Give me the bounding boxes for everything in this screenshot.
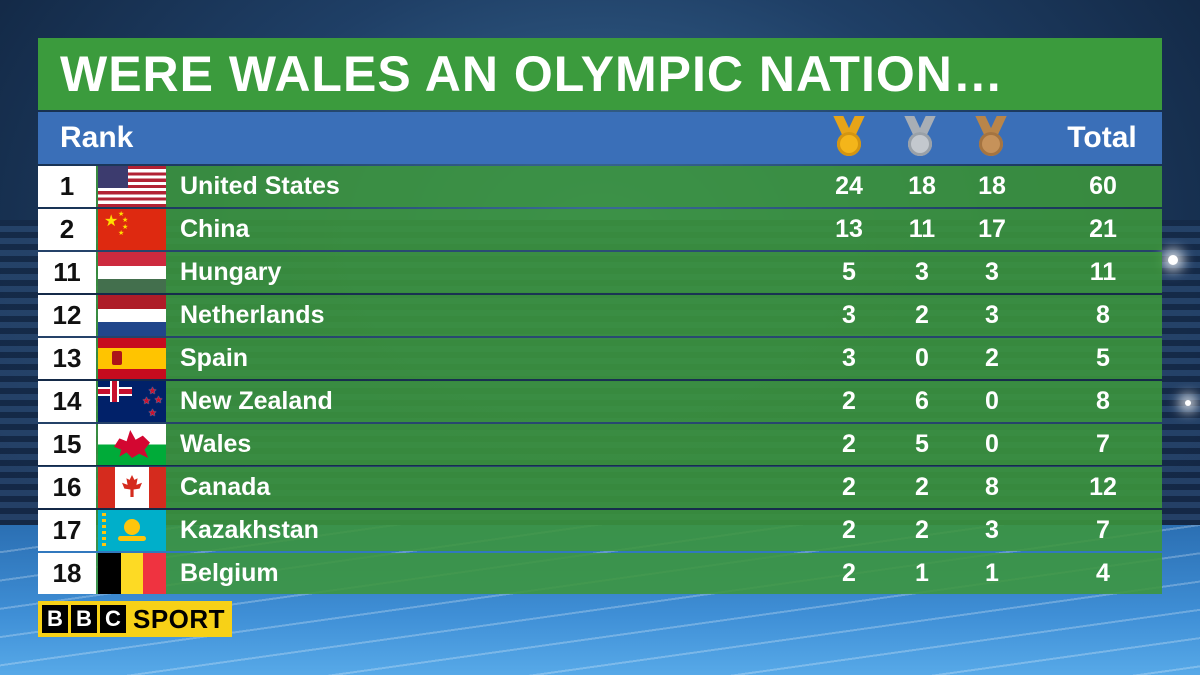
country-name: United States (180, 172, 340, 200)
floodlight (1185, 400, 1191, 406)
table-header: Rank Total (38, 112, 1162, 164)
table-row: 11 Hungary 5 3 3 11 (38, 252, 1162, 293)
silver-count: 5 (915, 430, 929, 458)
table-row: 16 Canada 2 2 8 12 (38, 467, 1162, 508)
silver-medal-icon (905, 116, 935, 162)
silver-count: 2 (915, 473, 929, 501)
bronze-count: 3 (985, 516, 999, 544)
new-zealand-flag-icon: ★ ★ ★ ★ (98, 381, 166, 422)
silver-count: 18 (908, 172, 936, 200)
gold-count: 3 (842, 344, 856, 372)
silver-count: 3 (915, 258, 929, 286)
rank-cell: 17 (38, 510, 96, 551)
bronze-count: 0 (985, 430, 999, 458)
country-name: Hungary (180, 258, 282, 286)
rank-cell: 2 (38, 209, 96, 250)
page-title: WERE WALES AN OLYMPIC NATION… (38, 38, 1162, 110)
total-column-header: Total (1067, 121, 1137, 154)
table-row: 17 Kazakhstan 2 2 3 7 (38, 510, 1162, 551)
total-count: 7 (1096, 430, 1110, 458)
gold-medal-icon (834, 116, 864, 162)
rank-cell: 16 (38, 467, 96, 508)
rank-cell: 15 (38, 424, 96, 465)
gold-count: 2 (842, 559, 856, 587)
total-count: 12 (1089, 473, 1117, 501)
total-count: 5 (1096, 344, 1110, 372)
gold-count: 2 (842, 387, 856, 415)
total-count: 4 (1096, 559, 1110, 587)
country-name: Kazakhstan (180, 516, 319, 544)
country-name: Belgium (180, 559, 279, 587)
rank-cell: 1 (38, 166, 96, 207)
total-count: 8 (1096, 387, 1110, 415)
spain-flag-icon (98, 338, 166, 379)
silver-count: 11 (908, 215, 936, 243)
rank-cell: 14 (38, 381, 96, 422)
kazakhstan-flag-icon (98, 510, 166, 551)
china-flag-icon: ★ ★ ★ ★ ★ (98, 209, 166, 250)
medal-table-body: 1 United States 24 18 18 60 2 ★ ★ ★ ★ ★ … (38, 166, 1162, 594)
us-flag-icon (98, 166, 166, 207)
total-count: 60 (1089, 172, 1117, 200)
bronze-count: 3 (985, 258, 999, 286)
gold-count: 2 (842, 430, 856, 458)
total-count: 8 (1096, 301, 1110, 329)
country-name: New Zealand (180, 387, 333, 415)
gold-count: 2 (842, 473, 856, 501)
belgium-flag-icon (98, 553, 166, 594)
country-name: Wales (180, 430, 252, 458)
floodlight (1168, 255, 1178, 265)
bronze-count: 17 (978, 215, 1006, 243)
rank-cell: 12 (38, 295, 96, 336)
bronze-count: 3 (985, 301, 999, 329)
bronze-count: 0 (985, 387, 999, 415)
hungary-flag-icon (98, 252, 166, 293)
total-count: 11 (1089, 258, 1117, 286)
country-name: Netherlands (180, 301, 325, 329)
rank-cell: 18 (38, 553, 96, 594)
silver-count: 2 (915, 301, 929, 329)
country-name: Spain (180, 344, 249, 372)
bronze-count: 8 (985, 473, 999, 501)
rank-cell: 11 (38, 252, 96, 293)
rank-cell: 13 (38, 338, 96, 379)
gold-count: 13 (835, 215, 863, 243)
table-row: 15 Wales 2 5 0 7 (38, 424, 1162, 465)
country-name: Canada (180, 473, 271, 501)
silver-count: 1 (915, 559, 929, 587)
gold-count: 5 (842, 258, 856, 286)
total-count: 7 (1096, 516, 1110, 544)
gold-count: 3 (842, 301, 856, 329)
total-count: 21 (1089, 215, 1117, 243)
country-name: China (180, 215, 250, 243)
medal-table-panel: WERE WALES AN OLYMPIC NATION… Rank Total… (38, 38, 1162, 596)
silver-count: 6 (915, 387, 929, 415)
bronze-count: 2 (985, 344, 999, 372)
rank-column-header: Rank (60, 121, 134, 154)
bronze-medal-icon (976, 116, 1006, 162)
bronze-count: 18 (978, 172, 1006, 200)
table-row: 18 Belgium 2 1 1 4 (38, 553, 1162, 594)
canada-flag-icon (98, 467, 166, 508)
table-row: 14 ★ ★ ★ ★ New Zealand 2 6 0 8 (38, 381, 1162, 422)
gold-count: 24 (835, 172, 863, 200)
bronze-count: 1 (985, 559, 999, 587)
silver-count: 0 (915, 344, 929, 372)
table-row: 12 Netherlands 3 2 3 8 (38, 295, 1162, 336)
table-row: 1 United States 24 18 18 60 (38, 166, 1162, 207)
table-row: 2 ★ ★ ★ ★ ★ China 13 11 17 21 (38, 209, 1162, 250)
gold-count: 2 (842, 516, 856, 544)
silver-count: 2 (915, 516, 929, 544)
table-row: 13 Spain 3 0 2 5 (38, 338, 1162, 379)
netherlands-flag-icon (98, 295, 166, 336)
bbc-sport-logo: B B C SPORT (38, 601, 232, 637)
wales-flag-icon (98, 424, 166, 465)
